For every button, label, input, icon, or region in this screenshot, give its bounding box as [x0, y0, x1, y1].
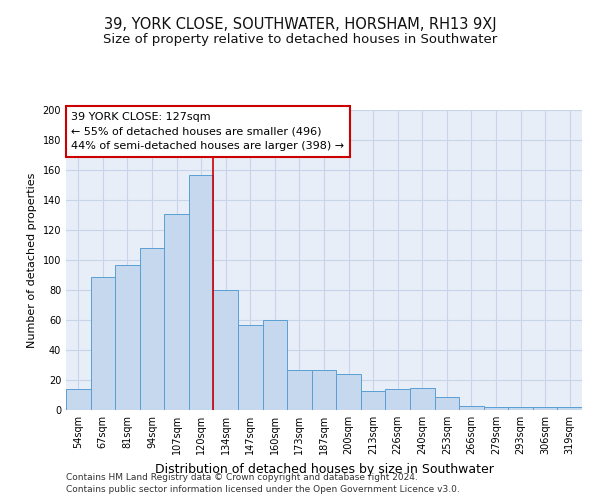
Bar [557, 407, 582, 410]
Bar [410, 388, 434, 410]
Bar [238, 324, 263, 410]
Y-axis label: Number of detached properties: Number of detached properties [27, 172, 37, 348]
Bar [361, 390, 385, 410]
Bar [312, 370, 336, 410]
X-axis label: Distribution of detached houses by size in Southwater: Distribution of detached houses by size … [155, 462, 493, 475]
Bar [263, 320, 287, 410]
Bar [533, 407, 557, 410]
Text: Contains public sector information licensed under the Open Government Licence v3: Contains public sector information licen… [66, 485, 460, 494]
Text: Contains HM Land Registry data © Crown copyright and database right 2024.: Contains HM Land Registry data © Crown c… [66, 472, 418, 482]
Bar [91, 276, 115, 410]
Bar [140, 248, 164, 410]
Text: Size of property relative to detached houses in Southwater: Size of property relative to detached ho… [103, 32, 497, 46]
Bar [508, 407, 533, 410]
Bar [385, 389, 410, 410]
Bar [434, 396, 459, 410]
Text: 39 YORK CLOSE: 127sqm
← 55% of detached houses are smaller (496)
44% of semi-det: 39 YORK CLOSE: 127sqm ← 55% of detached … [71, 112, 344, 151]
Bar [287, 370, 312, 410]
Text: 39, YORK CLOSE, SOUTHWATER, HORSHAM, RH13 9XJ: 39, YORK CLOSE, SOUTHWATER, HORSHAM, RH1… [104, 18, 496, 32]
Bar [336, 374, 361, 410]
Bar [214, 290, 238, 410]
Bar [115, 264, 140, 410]
Bar [164, 214, 189, 410]
Bar [459, 406, 484, 410]
Bar [189, 174, 214, 410]
Bar [484, 407, 508, 410]
Bar [66, 389, 91, 410]
